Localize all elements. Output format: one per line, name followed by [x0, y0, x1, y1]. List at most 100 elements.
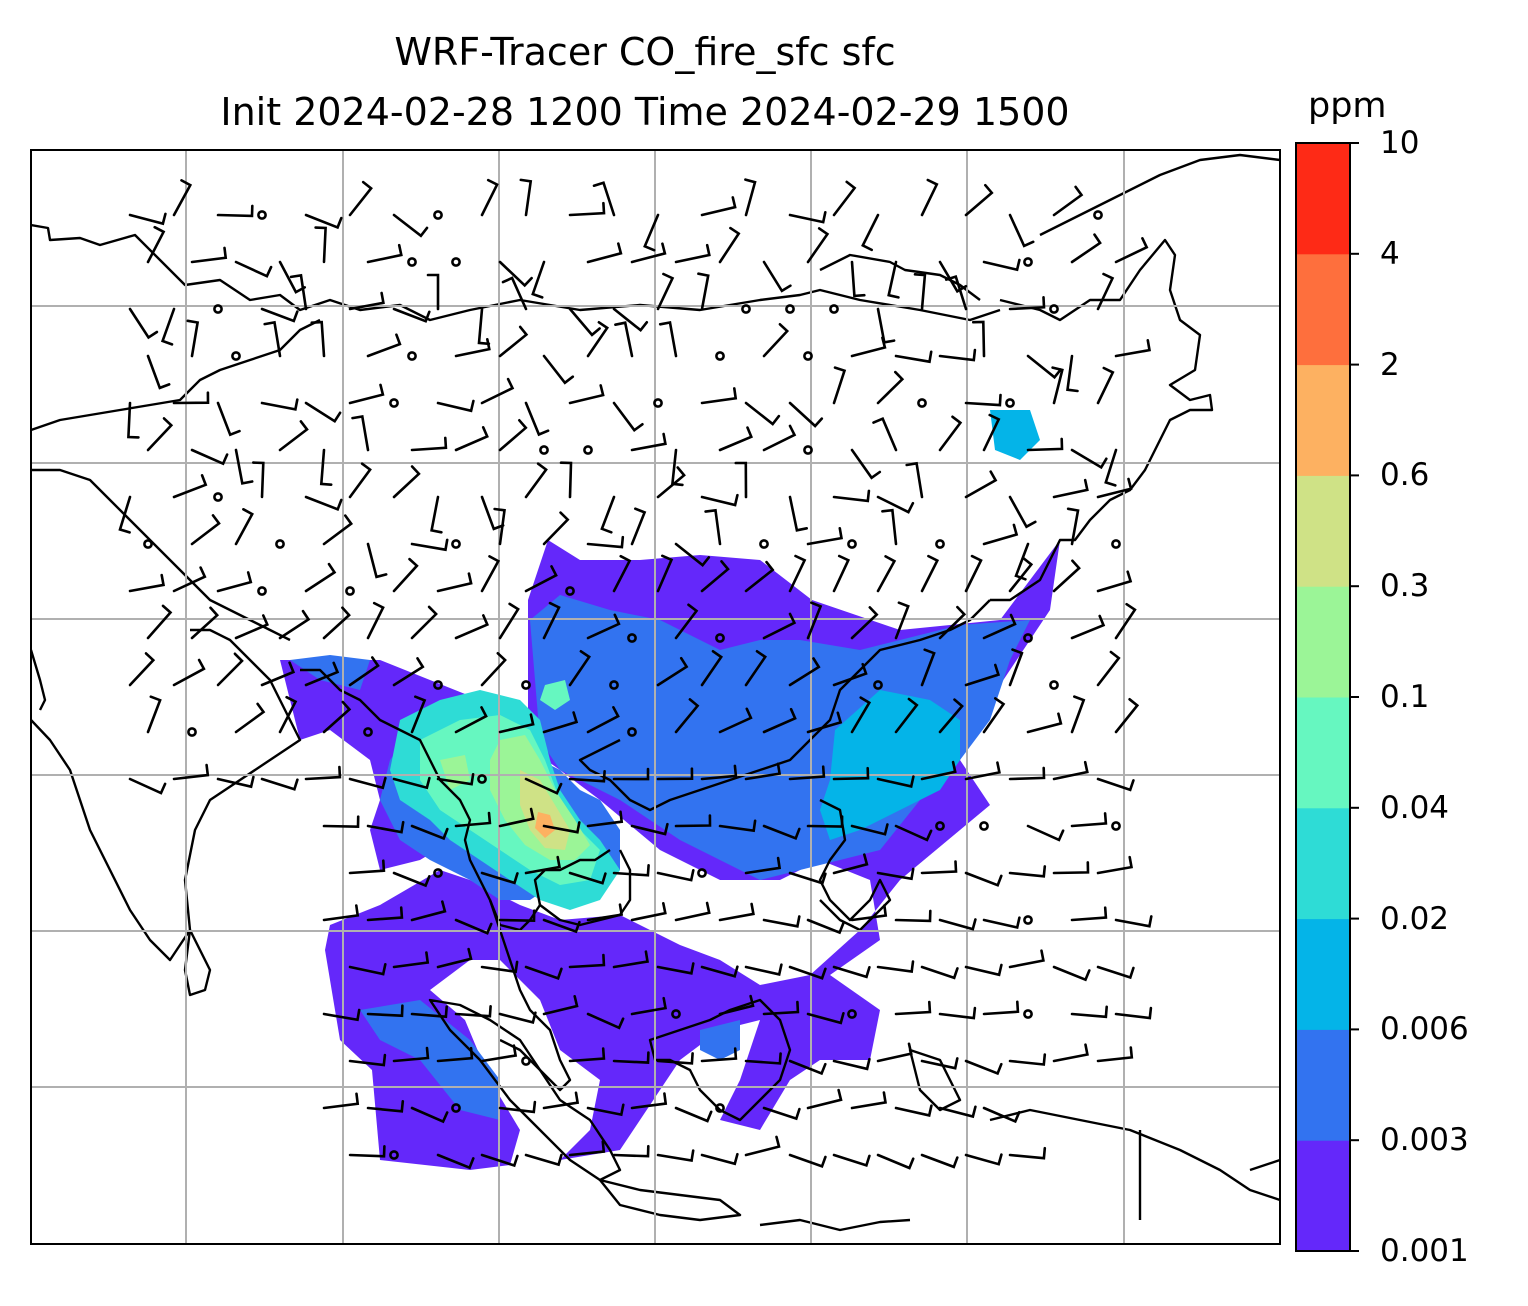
wind-barb: [1096, 477, 1133, 499]
wind-barb: [612, 307, 649, 333]
wind-barb: [366, 542, 388, 579]
colorbar-band: [1296, 143, 1350, 255]
wind-barb: [700, 493, 739, 507]
calm-wind-marker: [257, 586, 267, 596]
wind-barb: [172, 566, 207, 593]
wind-barb: [366, 1004, 404, 1018]
wind-barb: [762, 915, 801, 928]
calm-wind-marker: [451, 257, 461, 267]
wind-barb: [850, 696, 872, 734]
colorbar-band: [1296, 586, 1350, 698]
wind-barb: [1096, 366, 1115, 405]
wind-barb: [982, 523, 1019, 546]
wind-barb: [190, 448, 229, 466]
wind-barb: [887, 260, 900, 299]
wind-barb: [498, 807, 535, 828]
calm-wind-marker: [213, 492, 223, 502]
wind-barb: [832, 853, 869, 875]
wind-barb: [322, 514, 354, 546]
wind-barb: [234, 448, 254, 485]
wind-barb: [260, 307, 299, 323]
colorbar-tick-label: 2: [1380, 346, 1400, 383]
calm-wind-marker: [627, 727, 637, 737]
wind-barb: [832, 766, 870, 781]
wind-barb: [366, 601, 385, 640]
wind-barb: [938, 348, 977, 362]
wind-barb: [1114, 602, 1137, 640]
wind-barb: [920, 648, 936, 687]
wind-barb: [850, 606, 879, 640]
wind-barb: [744, 650, 768, 687]
wind-barb: [348, 291, 385, 311]
calm-wind-marker: [1093, 210, 1103, 220]
wind-barb: [128, 212, 167, 226]
wind-barb: [586, 706, 620, 734]
wind-barb: [1096, 777, 1135, 792]
wind-barb: [568, 307, 601, 337]
wind-barb: [542, 821, 581, 834]
wind-barb: [348, 859, 386, 875]
wind-barb: [348, 1145, 386, 1158]
wind-barb: [718, 994, 755, 1016]
wind-barb: [832, 1057, 871, 1071]
wind-barb: [806, 1012, 845, 1025]
wind-barb: [788, 765, 826, 781]
calm-wind-marker: [715, 633, 725, 643]
wind-barb: [964, 183, 994, 217]
calm-wind-marker: [671, 1009, 681, 1019]
wind-barb: [1066, 507, 1080, 546]
wind-barb: [876, 867, 915, 881]
colorbar-tick-label: 0.003: [1380, 1122, 1469, 1159]
wind-barb: [612, 554, 632, 593]
wind-barb: [674, 542, 711, 568]
wind-barb: [410, 1005, 448, 1019]
wind-barb: [1008, 865, 1047, 878]
colorbar-tick-label: 0.3: [1380, 568, 1430, 605]
calm-wind-marker: [829, 304, 839, 314]
wind-barb: [920, 178, 939, 217]
calm-wind-marker: [389, 1150, 399, 1160]
wind-barb: [501, 276, 528, 311]
calm-wind-marker: [213, 304, 223, 314]
map-frame: [30, 149, 1281, 1245]
wind-barb: [920, 860, 958, 875]
wind-barb: [1114, 915, 1153, 928]
calm-wind-marker: [979, 821, 989, 831]
wind-barb: [436, 1046, 474, 1063]
wind-barb: [172, 391, 210, 405]
wind-barb: [172, 474, 208, 499]
wind-barb: [1096, 855, 1134, 875]
wind-barb: [260, 661, 296, 687]
wind-barb: [542, 711, 579, 734]
wind-barb: [190, 514, 221, 546]
wind-barb: [674, 603, 699, 640]
wind-barb: [788, 211, 827, 224]
wind-barb: [216, 571, 253, 593]
wind-barb: [319, 448, 333, 486]
colorbar-band: [1296, 807, 1350, 920]
wind-barb: [146, 417, 174, 452]
wind-barb: [426, 273, 440, 311]
calm-wind-marker: [935, 539, 945, 549]
wind-barb: [982, 413, 1001, 452]
wind-barb: [718, 707, 753, 734]
wind-barb: [656, 554, 674, 593]
wind-barb: [982, 697, 1006, 734]
wind-barb: [348, 656, 380, 687]
wind-barb: [524, 565, 558, 593]
wind-barb: [630, 507, 647, 546]
wind-barb: [630, 996, 668, 1016]
wind-barb: [531, 260, 546, 299]
wind-barb: [920, 1057, 959, 1070]
colorbar-band: [1296, 253, 1350, 366]
wind-barb: [1070, 695, 1086, 734]
wind-barb: [392, 951, 430, 969]
wind-barb: [568, 201, 606, 217]
wind-barb: [1026, 354, 1062, 380]
calm-wind-marker: [1023, 915, 1033, 925]
wind-barb: [938, 1006, 977, 1020]
wind-barb: [920, 965, 959, 980]
wind-barb: [186, 319, 200, 358]
wind-barb: [1026, 712, 1063, 734]
wind-barb: [542, 1091, 580, 1110]
